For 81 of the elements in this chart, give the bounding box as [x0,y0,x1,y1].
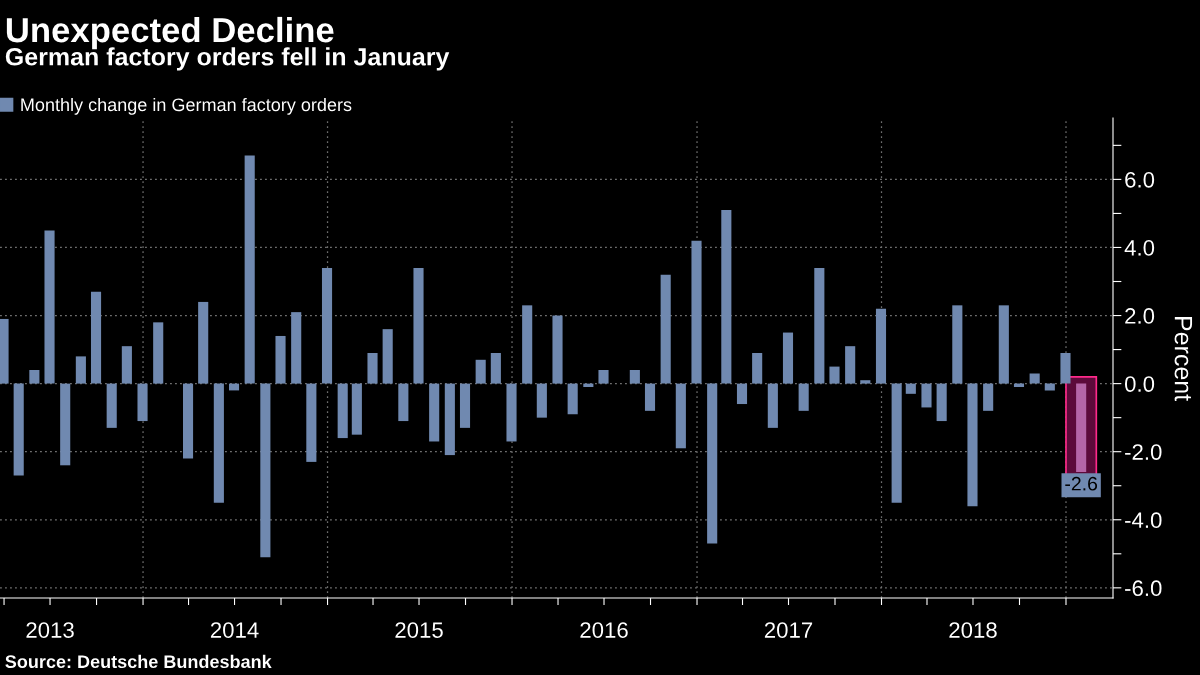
bar [522,305,533,384]
bar [598,370,609,384]
bar [829,366,840,384]
bar [905,383,916,394]
y-tick-label: 2.0 [1125,308,1155,324]
bar [213,383,224,503]
bar [1060,352,1071,384]
bar [536,383,547,418]
y-tick-label: -4.0 [1125,512,1162,529]
data-label: -2.6 [1065,476,1098,491]
bar [952,305,963,384]
y-tick-label: -6.0 [1125,580,1162,597]
bar [306,383,317,462]
bar [567,383,578,415]
bar [60,383,71,466]
bar [506,383,517,442]
bar [90,291,102,384]
bar [291,312,302,384]
bar [660,274,671,384]
x-tick-label: 2016 [580,622,628,638]
bar [798,383,809,411]
bar [244,155,255,384]
x-tick-label: 2013 [26,622,74,638]
bar [752,352,763,384]
y-axis-title: Percent [1174,317,1193,401]
bar [182,383,194,459]
bar [398,383,409,422]
bar [707,383,718,544]
bar [106,383,117,428]
bar [137,383,148,422]
bar [382,329,393,384]
legend-label: Monthly change in German factory orders [21,97,352,115]
bar [367,352,378,384]
bar [998,305,1009,384]
bar [782,332,794,384]
x-tick-label: 2017 [764,622,813,638]
bar [936,383,947,422]
bar [29,370,40,384]
bar [413,267,424,384]
bar [351,383,362,435]
bar [767,383,778,428]
bar [198,301,209,384]
bar [153,322,164,384]
bar [121,346,132,384]
bar [337,383,348,439]
x-tick-label: 2014 [210,622,259,638]
bar [444,383,455,456]
bar [860,380,871,384]
y-tick-label: 0.0 [1124,376,1155,392]
bar [13,383,24,476]
bar [1029,373,1040,384]
bar [75,356,86,384]
y-tick-label: -2.0 [1125,444,1162,460]
bar [967,383,978,507]
bar [644,383,656,411]
y-tick-label: 4.0 [1124,240,1155,256]
bar [814,267,825,384]
bar [275,335,286,384]
x-tick-label: 2015 [395,622,443,638]
bar [321,267,333,384]
bar [44,230,55,384]
bar [429,383,440,442]
source-note: Source: Deutsche Bundesbank [5,654,272,669]
x-tick-label: 2018 [949,622,997,638]
bar [260,383,271,558]
bar [490,352,501,384]
bar [675,383,686,449]
bar [875,308,887,384]
bar [552,315,563,384]
bar [736,383,748,405]
y-tick-label: 6.0 [1125,171,1155,188]
bar [983,383,994,411]
bar [891,383,902,503]
bar [475,359,486,384]
bar [921,383,932,408]
bar [459,383,471,428]
bar [691,240,702,384]
bar [845,346,856,384]
bar [0,318,9,384]
bar [629,370,640,384]
bar [721,210,732,384]
